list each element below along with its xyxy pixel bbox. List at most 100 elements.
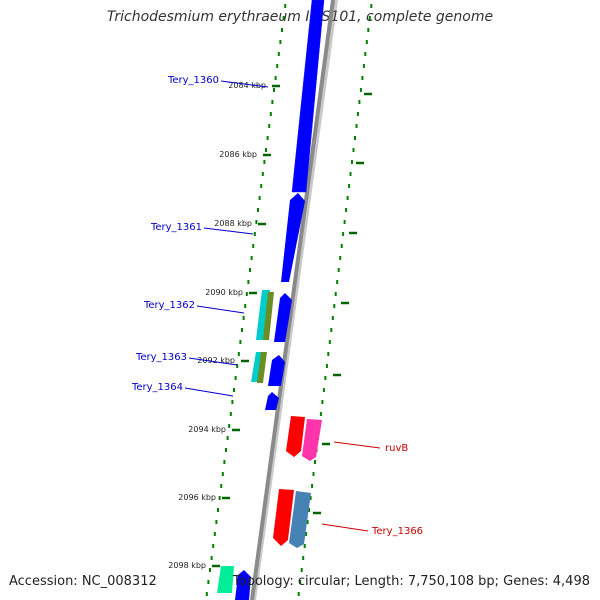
tick-label: 2094 kbp: [188, 425, 226, 434]
gene-feature[interactable]: [251, 352, 262, 382]
leader-line: [203, 227, 254, 235]
track-dot: [306, 520, 309, 524]
track-dot: [215, 520, 218, 524]
gene-feature[interactable]: [291, 0, 325, 193]
gene-feature[interactable]: [273, 489, 294, 546]
track-dot: [345, 208, 348, 212]
track-dot: [218, 496, 221, 500]
gene-feature[interactable]: [265, 392, 279, 410]
track-dot: [312, 472, 315, 476]
track-dot: [325, 364, 328, 368]
gene-feature[interactable]: [263, 292, 274, 340]
track-dot: [370, 4, 373, 8]
track-dot: [351, 160, 353, 164]
track-dot: [282, 16, 285, 20]
track-dot: [321, 400, 324, 404]
reverse-genes[interactable]: [273, 416, 322, 548]
leader-line: [188, 357, 238, 366]
gene-labels[interactable]: Tery_1360 Tery_1361 Tery_1362 Tery_1363 …: [131, 75, 423, 537]
gene-feature[interactable]: [256, 290, 270, 340]
track-dot: [234, 376, 237, 380]
gene-feature[interactable]: [281, 193, 305, 282]
track-dot: [266, 136, 269, 140]
gene-label-tery-1364[interactable]: Tery_1364: [131, 382, 183, 393]
track-dot: [247, 280, 250, 284]
track-dot: [249, 268, 251, 272]
track-dot: [207, 580, 210, 584]
track-dot: [352, 148, 355, 152]
gene-feature[interactable]: [217, 566, 234, 593]
label-leaders: [184, 80, 381, 532]
track-dot: [364, 52, 367, 56]
track-dot: [346, 196, 349, 200]
gene-feature[interactable]: [257, 352, 267, 383]
track-dot: [213, 532, 216, 536]
track-dot: [223, 460, 226, 464]
track-dot: [276, 64, 279, 68]
leader-line: [184, 387, 234, 397]
track-dot: [327, 352, 330, 356]
gene-label-tery-1366[interactable]: Tery_1366: [371, 526, 423, 537]
track-dot: [228, 424, 231, 428]
gene-feature[interactable]: [235, 570, 251, 600]
leader-line: [196, 305, 245, 314]
track-dot: [245, 292, 248, 296]
track-dot: [331, 316, 334, 320]
track-dot: [253, 232, 256, 236]
track-dot: [333, 304, 336, 308]
leader-line: [321, 523, 369, 532]
track-dot: [244, 304, 247, 308]
track-dot: [358, 100, 361, 104]
track-dot: [300, 568, 303, 572]
track-dot: [309, 496, 312, 500]
track-dot: [342, 232, 345, 236]
track-dot: [319, 412, 322, 416]
track-dots: [205, 4, 373, 596]
track-dot: [334, 292, 337, 296]
track-dot: [205, 592, 208, 596]
gene-label-ruvb[interactable]: ruvB: [385, 443, 408, 454]
tick-label: 2084 kbp: [228, 81, 266, 90]
gene-label-tery-1361[interactable]: Tery_1361: [150, 222, 202, 233]
track-dot: [302, 556, 305, 560]
leader-line: [220, 80, 269, 88]
accession-text: Accession: NC_008312: [9, 574, 157, 589]
gene-label-tery-1363[interactable]: Tery_1363: [135, 352, 187, 363]
track-dot: [255, 220, 258, 224]
track-dot: [257, 208, 259, 212]
gene-feature[interactable]: [302, 419, 322, 461]
gene-label-tery-1362[interactable]: Tery_1362: [143, 300, 195, 311]
track-dot: [337, 268, 340, 272]
tick-label: 2092 kbp: [197, 356, 235, 365]
track-dot: [263, 160, 266, 164]
track-dot: [250, 256, 253, 260]
track-dot: [229, 412, 232, 416]
track-dot: [322, 388, 325, 392]
track-dot: [340, 244, 343, 248]
gene-label-tery-1360[interactable]: Tery_1360: [167, 75, 219, 86]
track-dot: [343, 220, 346, 224]
track-dot: [303, 544, 306, 548]
track-dot: [339, 256, 342, 260]
track-dot: [336, 280, 339, 284]
track-dot: [252, 244, 255, 248]
gene-feature[interactable]: [289, 491, 311, 548]
leader-line: [333, 441, 381, 449]
gene-feature[interactable]: [268, 355, 285, 386]
track-dot: [210, 556, 213, 560]
tick-label: 2086 kbp: [219, 150, 257, 159]
track-dot: [225, 448, 227, 452]
track-dot: [367, 28, 370, 32]
forward-genes[interactable]: [217, 0, 325, 600]
track-dot: [239, 340, 242, 344]
track-dot: [261, 172, 264, 176]
track-dot: [231, 400, 234, 404]
track-dot: [217, 508, 219, 512]
track-dot: [368, 16, 371, 20]
gene-feature[interactable]: [286, 416, 305, 457]
track-dot: [209, 568, 211, 572]
track-dot: [226, 436, 229, 440]
gene-feature[interactable]: [274, 293, 292, 342]
